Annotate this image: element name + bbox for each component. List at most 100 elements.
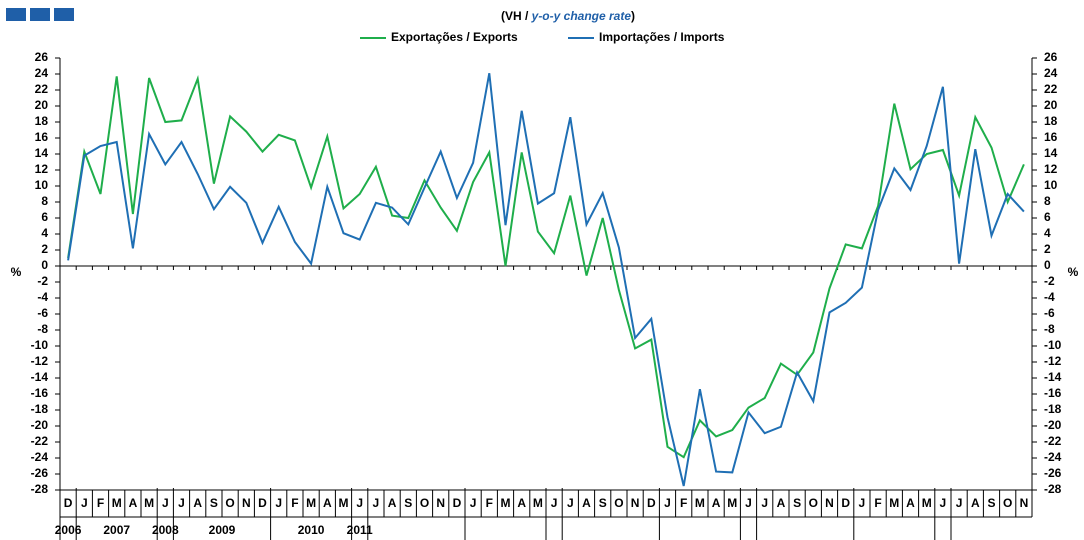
y-tick-label: -24 bbox=[1044, 450, 1062, 464]
x-tick-label: F bbox=[874, 496, 881, 510]
x-tick-label: D bbox=[453, 496, 462, 510]
x-tick-label: M bbox=[695, 496, 705, 510]
logo-block bbox=[30, 8, 50, 21]
y-tick-label: -28 bbox=[1044, 482, 1062, 496]
y-tick-label: -22 bbox=[31, 434, 49, 448]
x-tick-label: A bbox=[193, 496, 202, 510]
x-tick-label: F bbox=[97, 496, 104, 510]
x-tick-label: J bbox=[81, 496, 88, 510]
x-tick-label: J bbox=[761, 496, 768, 510]
x-tick-label: J bbox=[275, 496, 282, 510]
x-tick-label: S bbox=[210, 496, 218, 510]
y-tick-label: 6 bbox=[1044, 210, 1051, 224]
y-tick-label: 8 bbox=[1044, 194, 1051, 208]
x-tick-label: F bbox=[486, 496, 493, 510]
x-tick-label: D bbox=[647, 496, 656, 510]
y-tick-label: 22 bbox=[35, 82, 49, 96]
x-tick-label: M bbox=[144, 496, 154, 510]
y-tick-label: -12 bbox=[31, 354, 49, 368]
y-tick-label: 4 bbox=[1044, 226, 1051, 240]
x-tick-label: M bbox=[922, 496, 932, 510]
x-tick-label: A bbox=[388, 496, 397, 510]
y-tick-label: -10 bbox=[31, 338, 49, 352]
y-tick-label: 0 bbox=[1044, 258, 1051, 272]
x-tick-label: D bbox=[841, 496, 850, 510]
x-tick-label: N bbox=[242, 496, 251, 510]
y-axis-label: % bbox=[1068, 265, 1079, 279]
y-tick-label: -24 bbox=[31, 450, 49, 464]
y-tick-label: -4 bbox=[37, 290, 48, 304]
x-tick-label: M bbox=[501, 496, 511, 510]
x-tick-label: O bbox=[420, 496, 429, 510]
x-tick-label: D bbox=[64, 496, 73, 510]
year-label: 2008 bbox=[152, 523, 179, 537]
y-tick-label: 24 bbox=[35, 66, 49, 80]
y-tick-label: 2 bbox=[1044, 242, 1051, 256]
y-tick-label: -26 bbox=[1044, 466, 1062, 480]
y-tick-label: -12 bbox=[1044, 354, 1062, 368]
y-tick-label: -18 bbox=[31, 402, 49, 416]
y-tick-label: 10 bbox=[35, 178, 49, 192]
series-line bbox=[67, 74, 1025, 459]
x-tick-label: S bbox=[404, 496, 412, 510]
x-tick-label: M bbox=[727, 496, 737, 510]
y-tick-label: 14 bbox=[1044, 146, 1058, 160]
x-tick-label: N bbox=[1020, 496, 1029, 510]
year-label: 2011 bbox=[347, 523, 373, 537]
y-tick-label: 26 bbox=[1044, 50, 1058, 64]
year-label: 2006 bbox=[55, 523, 82, 537]
x-tick-label: J bbox=[745, 496, 752, 510]
y-tick-label: -2 bbox=[37, 274, 48, 288]
x-tick-label: J bbox=[567, 496, 574, 510]
y-tick-label: 16 bbox=[35, 130, 49, 144]
x-tick-label: J bbox=[940, 496, 947, 510]
y-tick-label: -20 bbox=[1044, 418, 1062, 432]
x-tick-label: A bbox=[712, 496, 721, 510]
x-tick-label: J bbox=[664, 496, 671, 510]
year-label: 2010 bbox=[298, 523, 325, 537]
y-tick-label: -26 bbox=[31, 466, 49, 480]
x-tick-label: M bbox=[889, 496, 899, 510]
x-tick-label: N bbox=[436, 496, 445, 510]
y-tick-label: -18 bbox=[1044, 402, 1062, 416]
x-tick-label: M bbox=[306, 496, 316, 510]
y-tick-label: -16 bbox=[31, 386, 49, 400]
x-tick-label: D bbox=[258, 496, 267, 510]
y-tick-label: 12 bbox=[35, 162, 49, 176]
y-tick-label: 22 bbox=[1044, 82, 1058, 96]
y-tick-label: 8 bbox=[41, 194, 48, 208]
y-tick-label: 26 bbox=[35, 50, 49, 64]
x-tick-label: S bbox=[793, 496, 801, 510]
legend-label: Exportações / Exports bbox=[391, 30, 518, 44]
x-tick-label: N bbox=[825, 496, 834, 510]
y-tick-label: 16 bbox=[1044, 130, 1058, 144]
x-tick-label: J bbox=[373, 496, 380, 510]
y-tick-label: -4 bbox=[1044, 290, 1055, 304]
y-axis-label: % bbox=[11, 265, 22, 279]
logo-block bbox=[54, 8, 74, 21]
chart-title: (VH / y-o-y change rate) bbox=[501, 9, 635, 23]
x-tick-label: O bbox=[1003, 496, 1012, 510]
x-tick-label: J bbox=[356, 496, 363, 510]
y-tick-label: -8 bbox=[37, 322, 48, 336]
y-tick-label: -2 bbox=[1044, 274, 1055, 288]
y-tick-label: -28 bbox=[31, 482, 49, 496]
y-tick-label: 20 bbox=[35, 98, 49, 112]
logo-block bbox=[6, 8, 26, 21]
x-tick-label: M bbox=[339, 496, 349, 510]
x-tick-label: J bbox=[859, 496, 866, 510]
x-tick-label: A bbox=[517, 496, 526, 510]
y-tick-label: -16 bbox=[1044, 386, 1062, 400]
x-tick-label: O bbox=[809, 496, 818, 510]
y-tick-label: 14 bbox=[35, 146, 49, 160]
x-tick-label: J bbox=[551, 496, 558, 510]
x-tick-label: M bbox=[533, 496, 543, 510]
x-tick-label: O bbox=[225, 496, 234, 510]
y-tick-label: -6 bbox=[1044, 306, 1055, 320]
y-tick-label: 10 bbox=[1044, 178, 1058, 192]
y-tick-label: 2 bbox=[41, 242, 48, 256]
year-label: 2007 bbox=[103, 523, 130, 537]
y-tick-label: 18 bbox=[1044, 114, 1058, 128]
y-tick-label: 18 bbox=[35, 114, 49, 128]
